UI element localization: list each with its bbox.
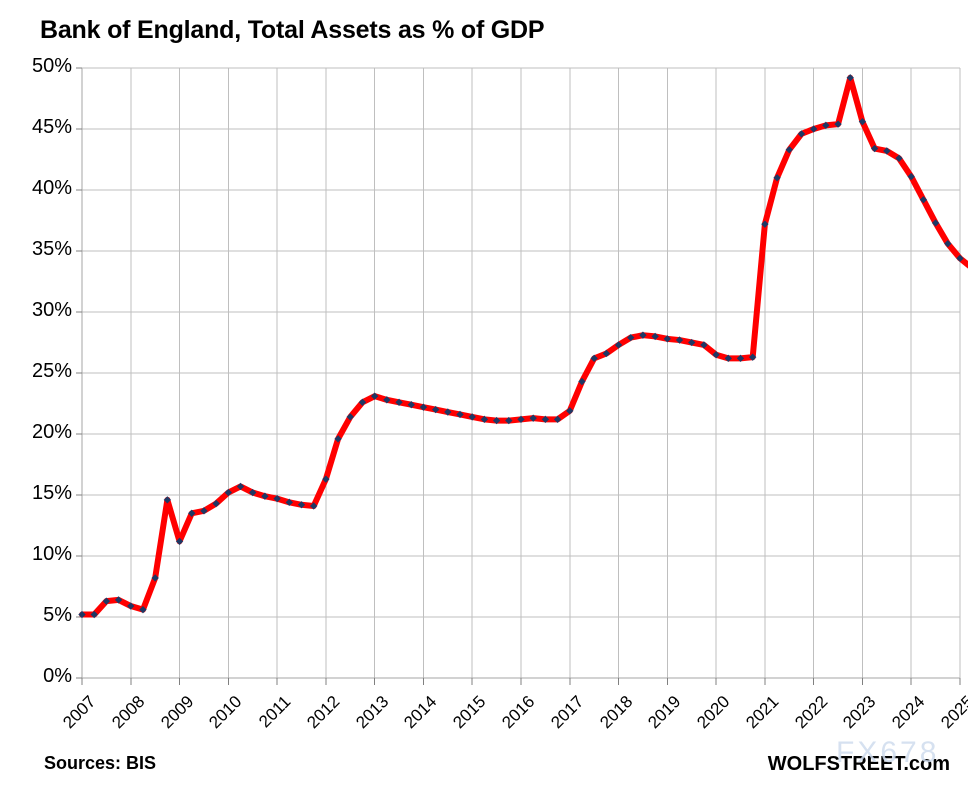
y-axis-tick-label: 10% xyxy=(31,543,72,565)
y-axis-tick-label: 15% xyxy=(31,482,72,504)
y-axis-tick-label: 5% xyxy=(43,604,72,626)
watermark-label: FX678 xyxy=(836,736,940,769)
page-title: Bank of England, Total Assets as % of GD… xyxy=(40,16,545,44)
y-axis-tick-label: 20% xyxy=(31,421,72,443)
y-axis-tick-label: 25% xyxy=(31,360,72,382)
y-axis-tick-label: 50% xyxy=(31,55,72,77)
brand-label: WOLFSTREET.com xyxy=(767,753,950,775)
y-axis-tick-label: 35% xyxy=(31,238,72,260)
source-note: Sources: BIS xyxy=(44,753,157,773)
y-axis-tick-label: 45% xyxy=(31,116,72,138)
y-axis-tick-label: 0% xyxy=(43,665,72,687)
y-axis-tick-label: 40% xyxy=(31,177,72,199)
y-axis-tick-label: 30% xyxy=(31,299,72,321)
